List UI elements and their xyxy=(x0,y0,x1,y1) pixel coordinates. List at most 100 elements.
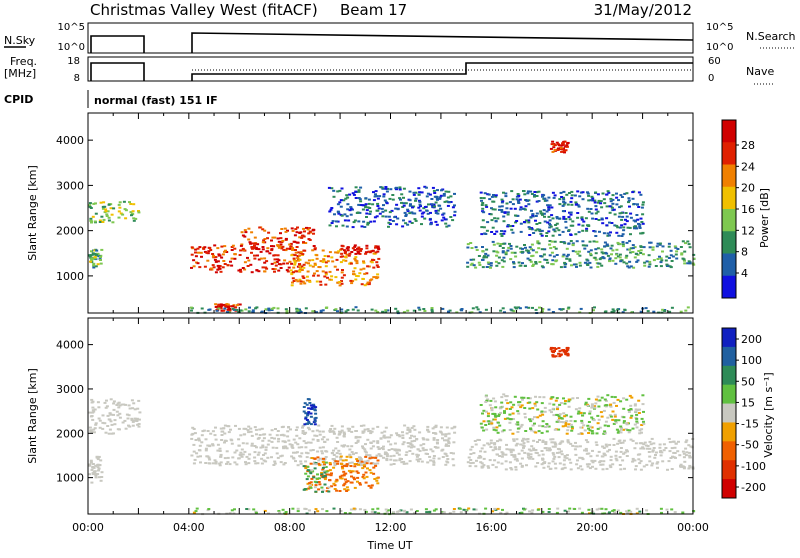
data-cell xyxy=(534,215,538,217)
data-cell xyxy=(548,222,551,225)
data-cell xyxy=(417,206,421,209)
data-cell xyxy=(369,210,372,213)
data-cell xyxy=(519,264,523,267)
data-cell xyxy=(473,440,477,442)
data-cell xyxy=(343,213,347,216)
data-cell xyxy=(594,248,598,251)
data-cell xyxy=(614,450,618,453)
data-cell xyxy=(472,452,476,455)
data-cell xyxy=(290,273,294,276)
data-cell xyxy=(338,284,342,287)
data-cell xyxy=(522,508,526,511)
data-cell xyxy=(443,452,447,455)
data-cell xyxy=(540,450,544,452)
data-cell xyxy=(380,207,384,210)
data-cell xyxy=(218,450,222,452)
data-cell xyxy=(340,463,344,465)
data-cell xyxy=(489,264,493,267)
data-cell xyxy=(485,205,489,208)
data-cell xyxy=(538,396,542,399)
data-cell xyxy=(493,459,497,462)
data-cell xyxy=(529,420,533,423)
data-cell xyxy=(309,486,313,489)
data-cell xyxy=(638,462,642,465)
plot-title: Christmas Valley West (fitACF) xyxy=(90,1,318,19)
data-cell xyxy=(369,486,373,489)
data-cell xyxy=(489,420,493,423)
data-cell xyxy=(241,234,245,237)
data-cell xyxy=(300,446,304,449)
data-cell xyxy=(617,234,621,237)
data-cell xyxy=(138,411,142,414)
data-cell xyxy=(376,202,380,205)
data-cell xyxy=(303,402,307,405)
data-cell xyxy=(587,210,591,213)
data-cell xyxy=(376,250,380,253)
data-cell xyxy=(466,261,470,264)
data-cell xyxy=(685,439,689,442)
colorbar-tick-label: 12 xyxy=(741,224,755,237)
data-cell xyxy=(190,266,193,269)
data-cell xyxy=(567,405,571,408)
data-cell xyxy=(296,259,300,262)
data-cell xyxy=(493,414,497,417)
data-cell xyxy=(541,510,545,513)
data-cell xyxy=(542,253,546,256)
data-cell xyxy=(228,308,232,310)
data-cell xyxy=(296,257,300,259)
colorbar-swatch xyxy=(722,209,736,232)
data-cell xyxy=(94,474,98,477)
data-cell xyxy=(435,223,439,226)
data-cell xyxy=(365,244,369,247)
data-cell xyxy=(375,264,379,267)
data-cell xyxy=(287,426,290,429)
data-cell xyxy=(380,447,384,449)
data-cell xyxy=(673,245,677,248)
data-cell xyxy=(684,447,688,450)
data-cell xyxy=(524,205,528,208)
data-cell xyxy=(190,433,194,436)
data-cell xyxy=(317,488,321,491)
data-cell xyxy=(659,265,663,268)
data-cell xyxy=(630,396,634,399)
data-cell xyxy=(325,510,329,513)
data-cell xyxy=(369,462,373,465)
data-cell xyxy=(239,309,243,312)
data-cell xyxy=(481,219,485,222)
data-cell xyxy=(226,264,230,267)
data-cell xyxy=(364,451,368,454)
data-cell xyxy=(365,216,368,218)
data-cell xyxy=(543,406,547,409)
data-cell xyxy=(487,443,491,446)
data-cell xyxy=(514,468,518,471)
data-cell xyxy=(415,455,419,458)
data-cell xyxy=(201,430,205,433)
data-cell xyxy=(611,198,615,201)
data-cell xyxy=(375,215,379,218)
data-cell xyxy=(557,352,561,355)
data-cell xyxy=(546,204,550,207)
data-cell xyxy=(562,412,566,415)
data-cell xyxy=(580,511,584,514)
data-cell xyxy=(99,254,103,257)
data-cell xyxy=(106,425,110,427)
data-cell xyxy=(512,261,515,264)
data-cell xyxy=(522,190,526,193)
data-cell xyxy=(614,257,618,260)
data-cell xyxy=(91,406,95,409)
data-cell xyxy=(551,259,555,262)
data-cell xyxy=(235,309,239,311)
data-cell xyxy=(571,444,575,447)
data-cell xyxy=(406,309,410,312)
data-cell xyxy=(369,220,373,223)
data-cell xyxy=(692,253,696,256)
data-cell xyxy=(627,197,631,200)
data-cell xyxy=(543,220,547,223)
data-cell xyxy=(324,273,328,276)
velocity-y-axis-label: Slant Range [km] xyxy=(26,368,39,464)
data-cell xyxy=(408,220,412,223)
data-cell xyxy=(551,452,555,455)
velocity-panel-bg xyxy=(88,318,693,514)
data-cell xyxy=(94,464,98,467)
data-cell xyxy=(308,230,312,233)
